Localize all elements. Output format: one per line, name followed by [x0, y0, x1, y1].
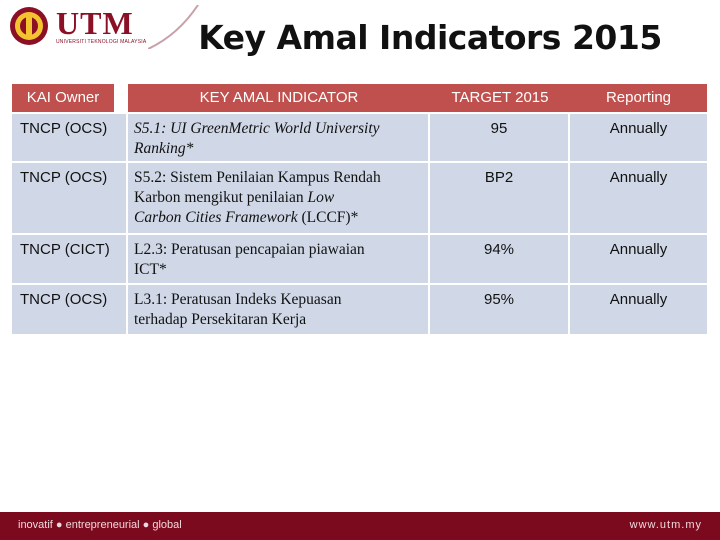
header-reporting: Reporting	[570, 84, 707, 112]
kai-line: Carbon Cities Framework (LCCF)*	[134, 209, 359, 226]
header-target-2015: TARGET 2015	[430, 84, 570, 112]
header-key-amal-indicator: KEY AMAL INDICATOR	[128, 84, 430, 112]
footer-bar: inovatif ● entrepreneurial ● global www.…	[0, 512, 720, 540]
logo-text: UTM	[56, 5, 134, 41]
table-row-4-owner: TNCP (OCS)	[12, 285, 126, 334]
table-row-4-target: 95%	[430, 285, 568, 334]
table-row-3-owner: TNCP (CICT)	[12, 235, 126, 283]
table-row-1-target: 95	[430, 114, 568, 161]
table-row-3-target: 94%	[430, 235, 568, 283]
table-row-3-kai: L2.3: Peratusan pencapaian piawaian ICT*	[128, 235, 428, 283]
header-kai-owner: KAI Owner	[12, 84, 114, 112]
utm-crest-icon	[10, 7, 48, 45]
kai-line: L2.3: Peratusan pencapaian piawaian	[134, 241, 365, 258]
table-row-2-kai: S5.2: Sistem Penilaian Kampus Rendah Karb…	[128, 163, 428, 233]
table-row-1-reporting: Annually	[570, 114, 707, 161]
utm-logo: UTM UNIVERSITI TEKNOLOGI MALAYSIA	[8, 5, 199, 49]
kai-line: L3.1: Peratusan Indeks Kepuasan	[134, 291, 342, 308]
table-row-4-kai: L3.1: Peratusan Indeks Kepuasan terhadap …	[128, 285, 428, 334]
table-row-1-kai: S5.1: UI GreenMetric World University Ran…	[128, 114, 428, 161]
logo-swoosh-icon	[148, 5, 199, 49]
table-row-2-owner: TNCP (OCS)	[12, 163, 126, 233]
footer-website-link[interactable]: www.utm.my	[629, 519, 702, 531]
logo-subtitle: UNIVERSITI TEKNOLOGI MALAYSIA	[56, 39, 147, 45]
kai-line: Ranking*	[134, 140, 194, 157]
table-row-3-reporting: Annually	[570, 235, 707, 283]
kai-line: ICT*	[134, 261, 167, 278]
page-title: Key Amal Indicators 2015	[198, 18, 662, 57]
kai-line: terhadap Persekitaran Kerja	[134, 311, 307, 328]
kai-line: Karbon mengikut penilaian Low	[134, 189, 335, 206]
table-row-2-reporting: Annually	[570, 163, 707, 233]
kai-line: S5.1: UI GreenMetric World University	[134, 120, 380, 137]
table-row-1-owner: TNCP (OCS)	[12, 114, 126, 161]
table-row-2-target: BP2	[430, 163, 568, 233]
footer-tagline: inovatif ● entrepreneurial ● global	[18, 519, 182, 531]
table-row-4-reporting: Annually	[570, 285, 707, 334]
kai-line: S5.2: Sistem Penilaian Kampus Rendah	[134, 169, 381, 186]
